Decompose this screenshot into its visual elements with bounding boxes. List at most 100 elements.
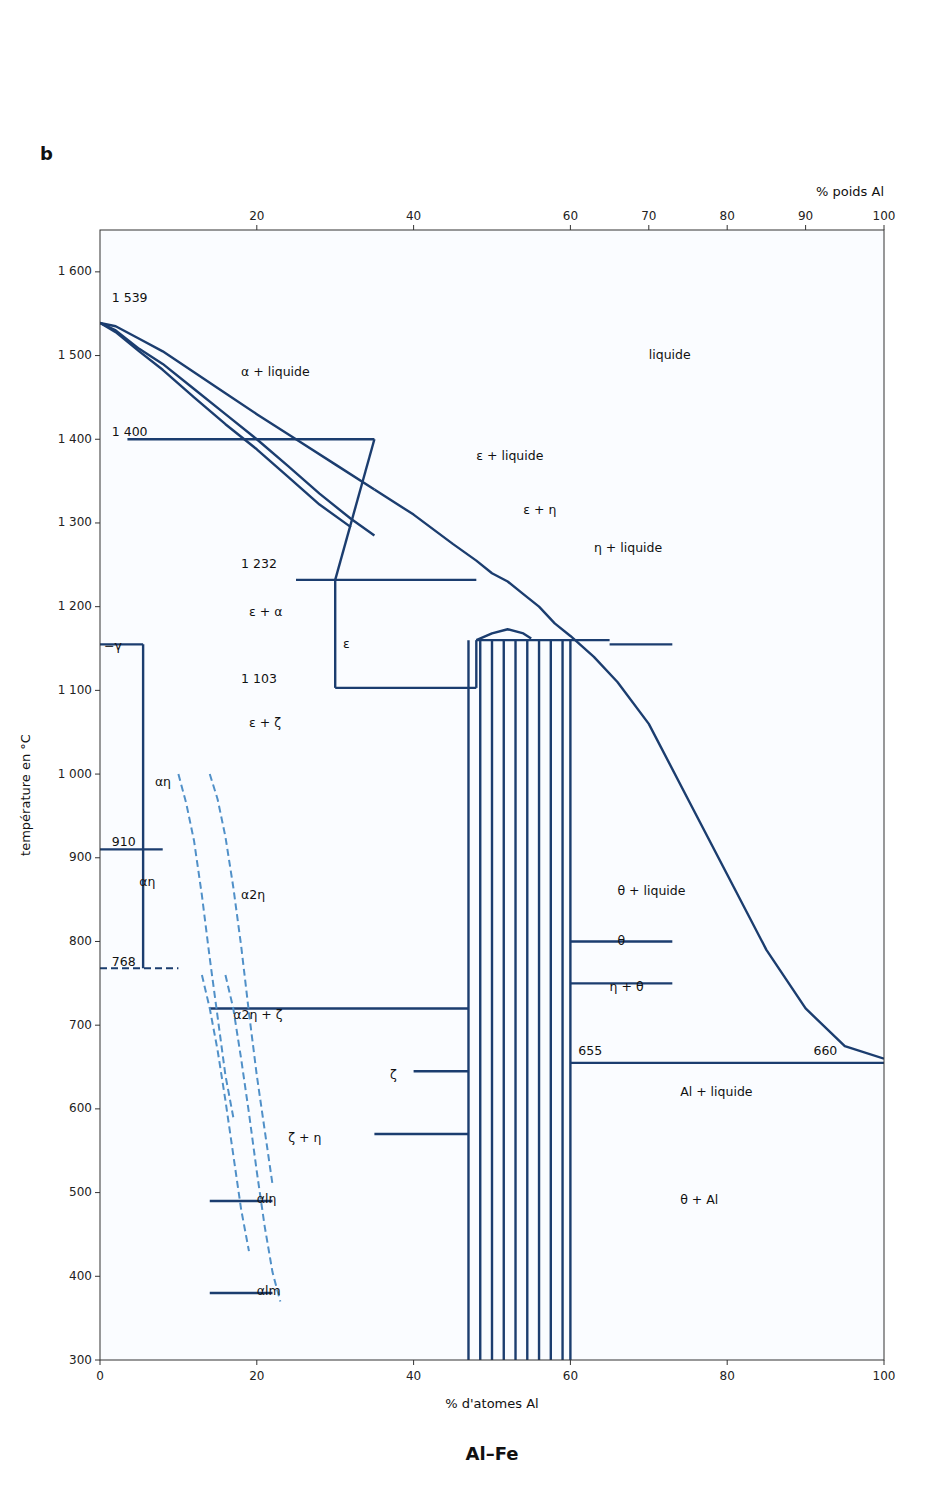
x2-tick <box>805 225 806 230</box>
phase-line <box>550 640 552 1360</box>
phase-line <box>178 774 233 1117</box>
y-tick-label: 300 <box>69 1353 92 1367</box>
region-label: 1 232 <box>241 556 277 571</box>
phase-line <box>414 1070 469 1072</box>
series-group <box>100 323 884 1360</box>
region-label: ε + α <box>249 604 282 619</box>
region-label: ε <box>343 636 350 651</box>
phase-line <box>296 579 476 581</box>
phase-line <box>374 1133 468 1135</box>
y-tick <box>95 271 100 272</box>
region-label: −γ <box>104 638 122 653</box>
region-label: 1 400 <box>112 424 148 439</box>
x2-tick <box>884 225 885 230</box>
x-tick-label: 40 <box>406 1369 421 1383</box>
region-label: ε + ζ <box>249 715 281 730</box>
y-tick-label: 1 200 <box>58 599 92 613</box>
phase-line <box>503 640 505 1360</box>
phase-line <box>561 640 563 1360</box>
y-tick <box>95 774 100 775</box>
y-tick-label: 600 <box>69 1101 92 1115</box>
region-label: αlη <box>257 1191 277 1206</box>
y-tick-label: 1 600 <box>58 264 92 278</box>
region-label: 910 <box>112 834 136 849</box>
phase-line <box>479 640 481 1360</box>
x2-tick-label: 70 <box>641 209 656 223</box>
panel-label: b <box>40 143 53 164</box>
x-tick <box>100 1360 101 1365</box>
x-tick <box>413 1360 414 1365</box>
x2-tick <box>570 225 571 230</box>
x2-tick-label: 80 <box>720 209 735 223</box>
phase-line <box>127 438 374 440</box>
x-tick-label: 100 <box>873 1369 896 1383</box>
y-tick <box>95 1276 100 1277</box>
phase-line <box>142 644 144 968</box>
y-tick-label: 1 100 <box>58 683 92 697</box>
y-tick <box>95 690 100 691</box>
region-label: Al + liquide <box>680 1084 753 1099</box>
y-tick <box>95 606 100 607</box>
region-label: α + liquide <box>241 364 310 379</box>
y-tick <box>95 355 100 356</box>
phase-line <box>100 323 374 490</box>
region-label: 768 <box>112 954 136 969</box>
x2-axis-label: % poids Al <box>816 184 884 199</box>
phase-line <box>100 323 374 536</box>
phase-line <box>225 975 280 1301</box>
region-label: ζ + η <box>288 1130 321 1145</box>
phase-line <box>514 640 516 1360</box>
phase-line <box>210 774 273 1184</box>
phase-line <box>334 580 336 688</box>
region-label: αlm <box>257 1283 281 1298</box>
phase-line <box>570 1062 884 1064</box>
x-tick-label: 20 <box>249 1369 264 1383</box>
y-tick-label: 1 500 <box>58 348 92 362</box>
phase-line <box>526 640 528 1360</box>
phase-line <box>335 687 476 689</box>
phase-line <box>491 640 493 1360</box>
region-label: αη <box>139 874 155 889</box>
region-label: liquide <box>649 347 691 362</box>
y-tick-label: 1 400 <box>58 432 92 446</box>
x2-tick <box>256 225 257 230</box>
region-label: α2η <box>241 887 265 902</box>
y-tick <box>95 522 100 523</box>
x-tick-label: 60 <box>563 1369 578 1383</box>
title: Al–Fe <box>466 1443 519 1464</box>
y-axis-label: température en °C <box>18 734 33 856</box>
phase-line <box>476 629 531 640</box>
x2-tick-label: 40 <box>406 209 421 223</box>
region-label: η + θ <box>610 979 644 994</box>
x2-tick <box>413 225 414 230</box>
region-label: 1 103 <box>241 671 277 686</box>
phase-line <box>335 439 374 580</box>
chart: 3004005006007008009001 0001 1001 2001 30… <box>0 0 944 1500</box>
x-tick-label: 0 <box>96 1369 104 1383</box>
phase-line <box>100 323 351 527</box>
y-tick <box>95 857 100 858</box>
plot-frame <box>100 230 884 1360</box>
x2-tick <box>727 225 728 230</box>
region-label: 660 <box>813 1043 837 1058</box>
x-axis-label: % d'atomes Al <box>445 1396 538 1411</box>
y-tick <box>95 439 100 440</box>
x2-tick-label: 90 <box>798 209 813 223</box>
y-tick-label: 500 <box>69 1185 92 1199</box>
region-label: ε + η <box>523 502 556 517</box>
phase-line <box>475 640 477 688</box>
y-tick-label: 400 <box>69 1269 92 1283</box>
phase-line <box>476 639 609 641</box>
region-label: ζ <box>390 1067 397 1082</box>
x2-tick-label: 20 <box>249 209 264 223</box>
phase-line <box>374 489 884 1058</box>
phase-line <box>467 640 469 1360</box>
y-tick-label: 700 <box>69 1018 92 1032</box>
region-label: α2η + ζ <box>233 1007 283 1022</box>
region-label: 1 539 <box>112 290 148 305</box>
phase-line <box>569 640 571 1360</box>
x2-tick <box>648 225 649 230</box>
y-tick <box>95 1192 100 1193</box>
y-tick <box>95 941 100 942</box>
x-tick <box>884 1360 885 1365</box>
